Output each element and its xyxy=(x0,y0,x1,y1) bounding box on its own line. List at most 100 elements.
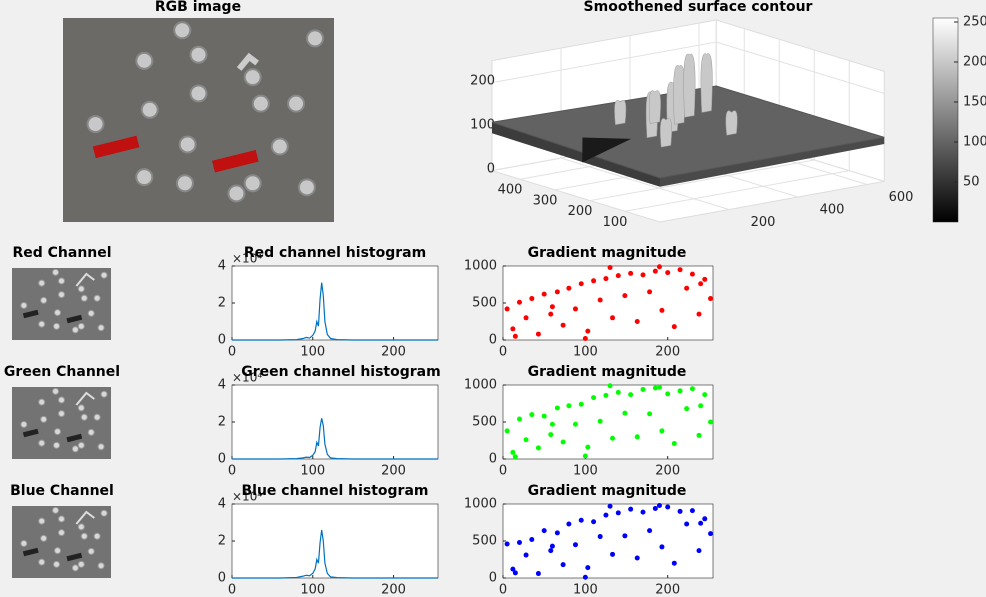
scatter-point xyxy=(523,552,529,558)
x-tick-label: 0 xyxy=(499,345,507,360)
scatter-point xyxy=(702,516,708,522)
scatter-point xyxy=(652,385,658,391)
image-object xyxy=(58,396,65,404)
scatter-point xyxy=(554,530,560,536)
image-object xyxy=(100,271,108,279)
scatter-point xyxy=(640,386,646,392)
chart-title: Gradient magnitude xyxy=(528,483,687,499)
scatter-point xyxy=(504,428,510,434)
scatter-point xyxy=(549,543,555,549)
scatter-point xyxy=(512,570,518,576)
image-object xyxy=(54,309,62,317)
image-object xyxy=(58,529,65,537)
image-object xyxy=(100,390,108,398)
image-object xyxy=(80,294,88,302)
grid-line xyxy=(589,49,815,202)
y-offset-label: ×10⁴ xyxy=(232,371,262,385)
image-object xyxy=(71,326,79,334)
image-object xyxy=(306,29,325,48)
image-object xyxy=(38,279,46,287)
scatter-point xyxy=(696,548,702,554)
scatter-point xyxy=(659,307,665,313)
scatter-point xyxy=(640,272,646,278)
scatter-point xyxy=(640,509,646,515)
scatter-point xyxy=(708,296,714,302)
scatter-point xyxy=(582,574,588,580)
scatter-point xyxy=(597,418,603,424)
surface-pit xyxy=(582,137,632,163)
colorbar-tick-label: 150 xyxy=(963,95,986,110)
scatter-point xyxy=(512,333,518,339)
image-object xyxy=(58,277,65,285)
image-object xyxy=(71,445,79,453)
scatter-point xyxy=(523,315,529,321)
scatter-point xyxy=(708,419,714,425)
image-object xyxy=(97,562,105,570)
x-tick-label: 0 xyxy=(228,345,236,360)
scatter-point xyxy=(548,311,554,317)
x-tick-label: 200 xyxy=(751,215,776,230)
x-tick-label: 200 xyxy=(381,345,406,360)
chart-title: Gradient magnitude xyxy=(528,364,687,380)
scatter-point xyxy=(622,293,628,299)
y-tick-label: 0 xyxy=(489,452,497,467)
image-object xyxy=(75,391,95,406)
x-tick-label: 600 xyxy=(889,190,914,205)
image-object xyxy=(52,506,60,514)
x-tick-label: 100 xyxy=(300,345,325,360)
colorbar xyxy=(932,17,959,223)
scatter-point xyxy=(510,326,516,332)
image-object xyxy=(77,523,85,531)
scatter-point xyxy=(628,506,634,512)
image-object xyxy=(270,137,289,156)
image-object xyxy=(87,547,95,555)
surface-peak xyxy=(673,65,686,125)
image-object xyxy=(38,517,46,525)
scatter-point xyxy=(652,268,658,274)
scatter-point xyxy=(677,508,683,514)
colorbar-tick-label: 50 xyxy=(963,175,980,190)
scatter-point xyxy=(591,395,597,401)
scatter-point xyxy=(504,306,510,312)
scatter-point xyxy=(549,421,555,427)
scatter-point xyxy=(597,297,603,303)
scatter-point xyxy=(607,264,613,270)
scatter-point xyxy=(529,412,535,418)
y-tick-label: 4 xyxy=(218,378,226,393)
scatter-point xyxy=(656,384,662,390)
scatter-point xyxy=(622,410,628,416)
x-tick-label: 0 xyxy=(499,464,507,479)
y-offset-label: ×10⁴ xyxy=(232,490,262,504)
scatter-point xyxy=(541,528,547,534)
scatter-point xyxy=(698,281,704,287)
axes xyxy=(502,265,714,341)
y-tick-label: 2 xyxy=(218,296,226,311)
y-tick-label: 500 xyxy=(472,296,497,311)
y-tick-label: 4 xyxy=(218,497,226,512)
scatter-point xyxy=(652,505,658,511)
scatter-point xyxy=(541,291,547,297)
y-tick-label: 300 xyxy=(533,193,558,208)
scatter-point xyxy=(634,319,640,324)
image-object xyxy=(251,94,270,113)
image-object xyxy=(212,149,259,173)
image-object xyxy=(87,309,95,317)
scatter-point xyxy=(647,528,653,534)
image-object xyxy=(58,291,65,299)
x-tick-label: 100 xyxy=(573,583,598,597)
y-tick-label: 4 xyxy=(218,259,226,274)
y-offset-label: ×10⁴ xyxy=(232,252,262,266)
scatter-point xyxy=(578,517,584,523)
image-object xyxy=(38,398,46,406)
scatter-point xyxy=(610,551,616,557)
image-object xyxy=(97,443,105,451)
scatter-point xyxy=(591,278,597,284)
z-tick-label: 0 xyxy=(487,162,495,177)
z-tick-label: 100 xyxy=(470,118,495,133)
scatter-point xyxy=(510,566,516,572)
image-object xyxy=(243,174,262,193)
chart-title: Blue Channel xyxy=(10,483,114,499)
y-tick-label: 2 xyxy=(218,415,226,430)
x-tick-label: 100 xyxy=(573,464,598,479)
scatter-point xyxy=(603,512,609,518)
